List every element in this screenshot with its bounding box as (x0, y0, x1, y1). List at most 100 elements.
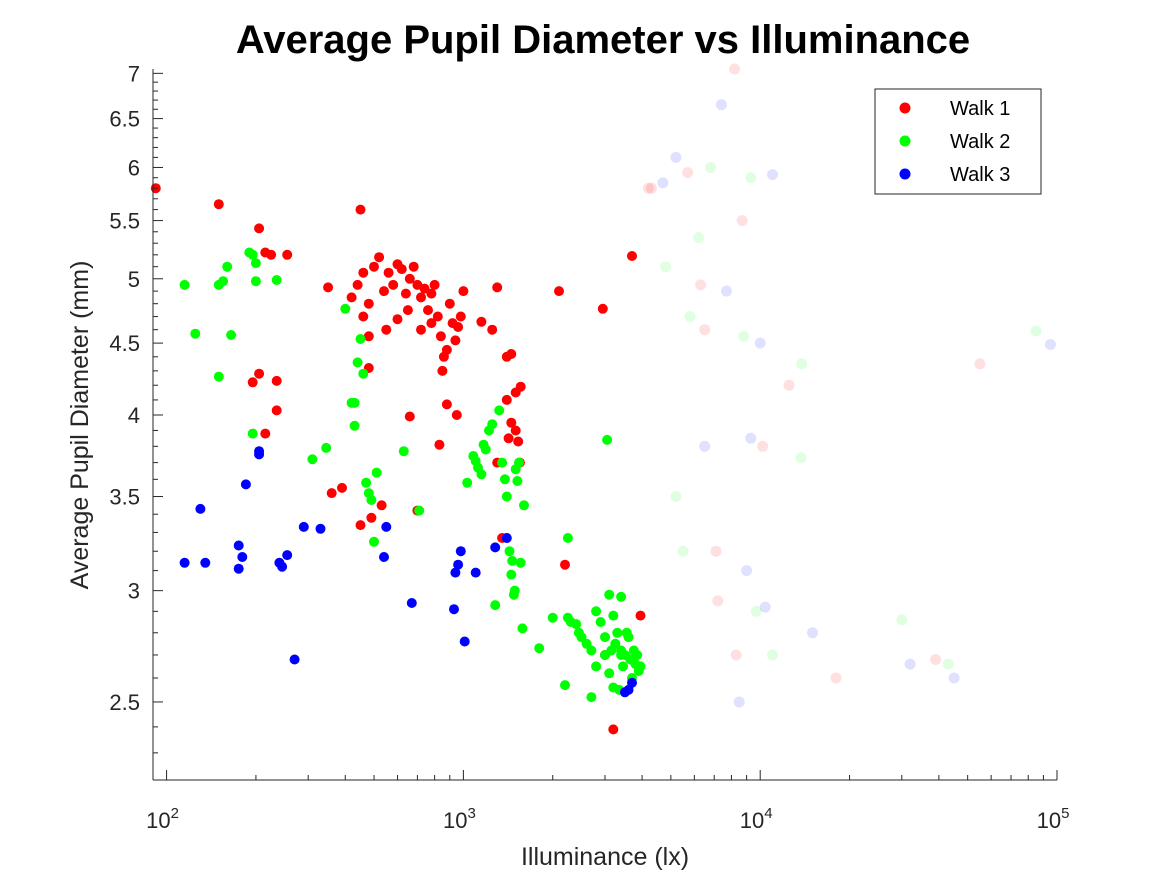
faint-point (710, 545, 722, 557)
data-point (591, 606, 602, 617)
data-point (509, 585, 520, 596)
legend-marker (899, 168, 911, 180)
data-point (604, 589, 615, 600)
data-point (515, 557, 526, 568)
data-point (277, 561, 288, 572)
faint-point (660, 261, 672, 273)
data-point (616, 650, 627, 660)
data-point (247, 377, 258, 388)
data-point (476, 316, 487, 327)
data-point (602, 434, 613, 445)
data-point (480, 444, 491, 455)
data-point (604, 668, 615, 679)
data-point (352, 279, 363, 290)
data-point (618, 661, 628, 672)
data-point (289, 654, 300, 665)
data-point (355, 520, 366, 531)
data-point (379, 552, 389, 562)
data-point (323, 282, 334, 293)
data-point (519, 500, 529, 511)
data-point (435, 331, 446, 342)
x-tick-label: 104 (740, 805, 773, 833)
faint-point (757, 440, 769, 452)
data-point (233, 540, 244, 551)
data-point (503, 433, 514, 444)
data-point (369, 536, 379, 547)
data-point (355, 334, 366, 344)
data-point (337, 482, 347, 493)
data-point (254, 449, 265, 460)
data-point (459, 636, 470, 647)
x-axis-label: Illuminance (lx) (521, 843, 689, 871)
data-point (226, 330, 237, 340)
data-point (379, 286, 389, 297)
faint-point (729, 63, 741, 75)
data-point (591, 661, 602, 672)
data-point (501, 394, 512, 405)
data-point (517, 623, 528, 634)
data-point (376, 500, 387, 511)
data-point (635, 610, 646, 621)
faint-point (807, 627, 818, 639)
legend-entry: Walk 3 (950, 164, 1010, 186)
faint-point (948, 672, 960, 684)
faint-point (974, 358, 986, 370)
tick-labels: 102 103 104 105 2.5 3 3.5 4 4.5 5 5.5 6 6.5 7 (109, 61, 1069, 833)
data-point (506, 349, 517, 359)
data-point (494, 405, 505, 416)
data-point (404, 411, 415, 422)
data-point (346, 292, 357, 303)
data-point (562, 533, 573, 543)
data-point (254, 223, 265, 234)
faint-point (642, 182, 654, 194)
faint-point (695, 279, 707, 291)
data-point (366, 495, 377, 505)
faint-point (741, 565, 753, 577)
data-point (254, 368, 265, 379)
data-point (404, 273, 415, 284)
data-point (396, 264, 407, 275)
faint-point (693, 232, 705, 243)
data-point (366, 512, 377, 523)
x-tick-label: 102 (146, 805, 179, 833)
data-point (432, 311, 443, 322)
data-point (266, 249, 277, 260)
data-point (608, 724, 619, 735)
data-point (487, 324, 498, 335)
data-point (363, 331, 374, 342)
data-point (513, 436, 524, 447)
faint-point (783, 379, 795, 391)
data-point (504, 546, 515, 557)
data-point (426, 318, 437, 329)
data-point (402, 305, 413, 316)
data-point (462, 477, 473, 488)
data-point (586, 692, 597, 703)
data-point (179, 557, 190, 568)
data-point (271, 375, 282, 386)
data-point (213, 199, 224, 210)
data-point (213, 371, 224, 382)
x-tick-label: 105 (1037, 805, 1070, 833)
data-point (271, 405, 282, 416)
data-point (240, 479, 251, 490)
data-point (358, 267, 369, 278)
data-point (190, 328, 201, 339)
faint-point (670, 491, 682, 502)
faint-point (705, 162, 716, 173)
data-point (218, 276, 229, 287)
data-point (398, 446, 409, 457)
axes (152, 69, 1058, 781)
data-point (560, 680, 570, 691)
data-point (363, 298, 374, 309)
data-point (388, 279, 399, 290)
y-tick-label: 2.5 (109, 690, 140, 715)
data-point (298, 521, 309, 532)
faint-point (645, 182, 657, 194)
data-point (455, 546, 466, 557)
data-point (355, 204, 366, 215)
data-point (632, 650, 643, 660)
y-tick-label: 6 (128, 155, 140, 180)
data-point (423, 305, 433, 316)
data-point (416, 292, 426, 303)
